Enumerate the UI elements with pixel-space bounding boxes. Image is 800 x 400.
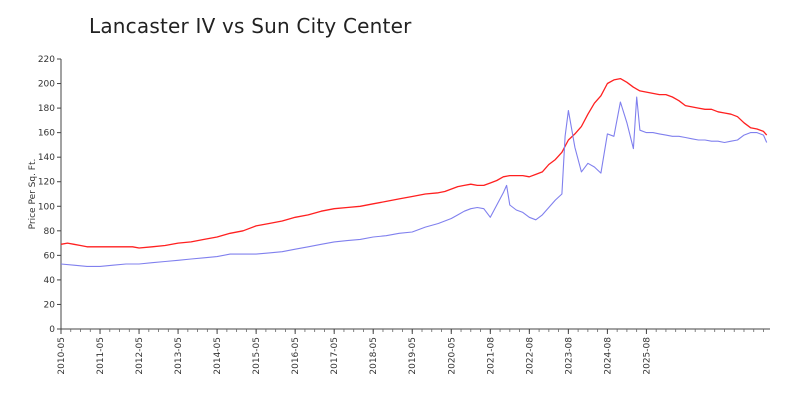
y-tick-label: 140 (38, 153, 55, 163)
x-tick-label: 2011-05 (96, 337, 106, 375)
x-tick-label: 2025-08 (642, 337, 652, 375)
y-tick-label: 200 (38, 80, 55, 90)
y-tick-label: 220 (38, 55, 55, 65)
x-tick-label: 2010-05 (57, 337, 67, 375)
series-line-2 (60, 96, 768, 267)
y-tick-label: 180 (38, 104, 55, 114)
y-tick-label: 100 (38, 202, 55, 212)
x-tick-label: 2017-05 (330, 337, 340, 375)
x-tick-label: 2014-05 (213, 337, 223, 375)
x-tick-label: 2020-05 (447, 337, 457, 375)
x-tick-label: 2019-05 (408, 337, 418, 375)
y-tick-label: 20 (44, 300, 56, 310)
x-tick-label: 2018-05 (369, 337, 379, 375)
chart-title: Lancaster IV vs Sun City Center (89, 14, 412, 38)
x-tick-label: 2015-05 (252, 337, 262, 375)
y-tick-label: 160 (38, 129, 55, 139)
x-tick-label: 2012-05 (135, 337, 145, 375)
axes: 0 20 40 60 80 100 120 140 160 180 200 220 2010-05 201… (38, 55, 770, 375)
x-tick-label: 2023-08 (564, 337, 574, 375)
y-tick-label: 120 (38, 178, 55, 188)
y-tick-label: 80 (44, 227, 56, 237)
y-tick-label: 40 (44, 276, 56, 286)
x-tick-label: 2022-08 (525, 337, 535, 375)
x-tick-label: 2013-05 (174, 337, 184, 375)
series-line-1 (60, 77, 768, 249)
x-tick-label: 2024-08 (603, 337, 613, 375)
x-tick-label: 2021-08 (486, 337, 496, 375)
y-tick-label: 0 (49, 325, 55, 335)
x-tick-label: 2016-05 (291, 337, 301, 375)
y-tick-label: 60 (44, 251, 56, 261)
y-axis-label: Price Per Sq. Ft. (28, 159, 38, 230)
series-layer (60, 77, 768, 267)
